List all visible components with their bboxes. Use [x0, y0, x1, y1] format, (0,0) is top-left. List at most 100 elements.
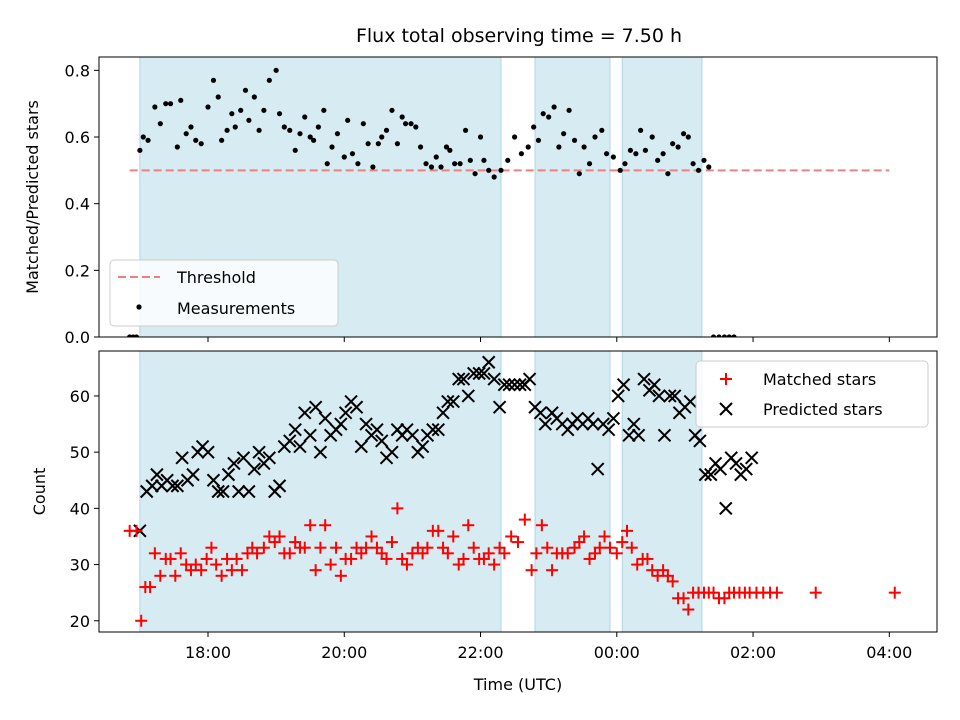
marker-stroke — [719, 402, 733, 416]
predicted-point — [472, 366, 486, 381]
marker-stroke — [308, 400, 323, 414]
marker-stroke — [591, 462, 605, 476]
measurement-point — [188, 124, 194, 130]
measurement-point — [292, 147, 298, 153]
predicted-point — [145, 479, 159, 493]
marker-stroke — [150, 467, 164, 482]
panel-frame — [98, 350, 938, 633]
marker-stroke — [405, 428, 420, 443]
matched-point — [809, 586, 822, 599]
marker-stroke — [507, 378, 522, 392]
predicted-point — [513, 378, 527, 392]
measurement-point — [219, 137, 225, 143]
marker-stroke — [637, 372, 651, 386]
predicted-point — [206, 473, 221, 487]
predicted-point — [693, 434, 707, 448]
measurement-point — [443, 144, 450, 150]
predicted-point — [637, 372, 651, 386]
predicted-point — [601, 422, 616, 437]
measurement-point — [540, 111, 546, 117]
predicted-point — [359, 417, 373, 431]
top-panel: 0.0 0.2 0.4 0.6 0.8 Matched/Predicted stars Th… — [23, 56, 938, 347]
marker-stroke — [359, 417, 373, 431]
predicted-point — [647, 378, 661, 392]
y-tick-label: 0.0 — [65, 328, 90, 347]
predicted-point — [507, 378, 522, 392]
measurement-point — [546, 114, 552, 120]
matched-point — [530, 547, 543, 560]
y-tick-label: 0.6 — [65, 128, 90, 147]
marker-stroke — [647, 378, 661, 392]
marker-stroke — [227, 456, 241, 471]
measurement-point — [731, 334, 737, 337]
measurement-point — [355, 161, 361, 167]
matched-point — [707, 586, 720, 599]
marker-stroke — [744, 451, 759, 465]
marker-stroke — [601, 422, 616, 437]
predicted-point — [492, 400, 507, 414]
legend-threshold-label: Threshold — [176, 268, 256, 287]
measurement-point — [642, 147, 649, 153]
measurement-point — [660, 151, 666, 157]
measurement-point — [477, 134, 484, 140]
y-tick-label: 0.4 — [65, 195, 90, 214]
matched-point — [345, 552, 358, 565]
marker-stroke — [502, 378, 516, 392]
predicted-point — [663, 389, 677, 403]
predicted-point — [606, 411, 621, 426]
measurement-point — [472, 171, 478, 177]
matched-point — [498, 547, 511, 560]
marker-stroke — [657, 428, 672, 443]
y-tick-label: 0.8 — [65, 61, 90, 80]
measurement-point — [266, 77, 272, 83]
predicted-point — [744, 451, 759, 465]
marker-stroke — [165, 479, 180, 493]
marker-stroke — [175, 451, 189, 465]
marker-stroke — [272, 479, 287, 493]
matched-point — [646, 564, 659, 577]
measurement-point — [229, 111, 235, 117]
measurement-point — [581, 144, 587, 150]
marker-stroke — [606, 411, 621, 426]
predicted-point — [456, 372, 471, 386]
marker-stroke — [729, 456, 743, 471]
marker-stroke — [242, 484, 256, 499]
marker-stroke — [631, 428, 646, 443]
matched-point — [314, 541, 327, 554]
marker-stroke — [446, 394, 460, 409]
marker-stroke — [206, 473, 221, 487]
legend-predicted-label: Predicted stars — [763, 400, 883, 419]
matched-point — [215, 569, 228, 582]
measurement-point — [680, 131, 687, 137]
measurement-point — [599, 127, 605, 133]
predicted-point — [487, 372, 501, 386]
predicted-point — [221, 467, 236, 482]
y-axis-label: Matched/Predicted stars — [23, 100, 42, 294]
matched-point — [330, 541, 343, 554]
marker-stroke — [201, 445, 215, 459]
marker-stroke — [334, 417, 348, 431]
predicted-point — [283, 434, 297, 448]
bottom-panel: 20 30 40 50 60 Count 18:00 20:00 22:00 00:00 02:00… — [30, 350, 938, 694]
marker-stroke — [145, 479, 159, 493]
predicted-point — [533, 406, 548, 420]
measurement-point — [251, 94, 257, 100]
chart-title: Flux total observing time = 7.50 h — [356, 25, 682, 47]
predicted-point — [227, 456, 241, 471]
predicted-point — [165, 479, 180, 493]
measurement-point — [670, 141, 676, 147]
measurement-point — [152, 104, 158, 110]
marker-stroke — [456, 372, 471, 386]
predicted-point — [631, 428, 646, 443]
predicted-point — [719, 501, 733, 516]
matched-point — [263, 530, 276, 543]
matched-point — [441, 547, 454, 560]
measurement-point — [205, 104, 211, 110]
measurement-point — [246, 117, 252, 123]
matched-point — [467, 541, 480, 554]
legend-bottom: Matched stars Predicted stars — [695, 360, 929, 428]
measurement-point — [360, 121, 366, 127]
measurement-point — [276, 111, 283, 117]
matched-point — [421, 541, 434, 554]
predicted-point — [431, 422, 445, 437]
